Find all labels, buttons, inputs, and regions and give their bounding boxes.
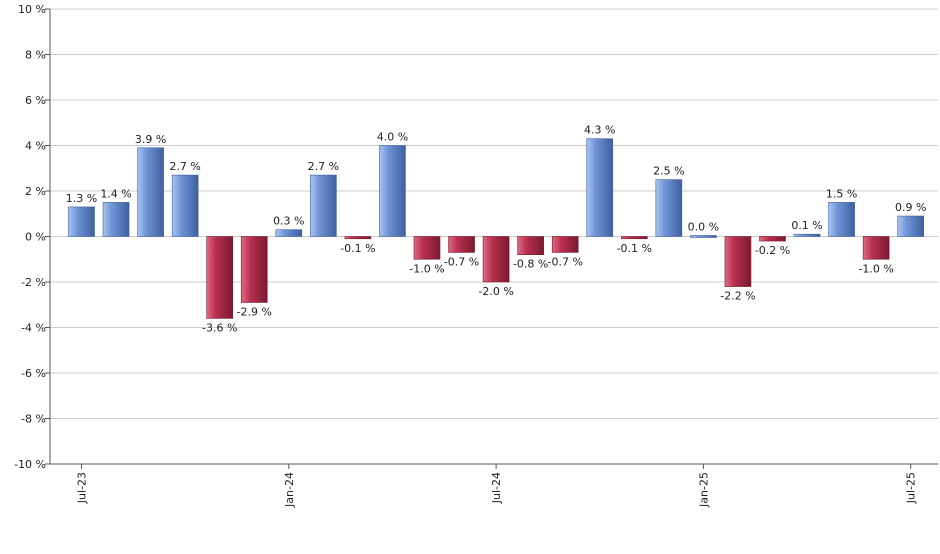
bar-value-label: -0.1 % xyxy=(617,242,652,255)
y-tick-label: 8 % xyxy=(25,49,46,62)
bar-value-label: 2.7 % xyxy=(308,160,339,173)
x-tick-label: Jul-23 xyxy=(76,472,89,504)
y-tick-label: 4 % xyxy=(25,140,46,153)
bar-value-label: 0.0 % xyxy=(688,221,719,234)
bar xyxy=(897,215,925,237)
bar-value-label: 3.9 % xyxy=(135,133,166,146)
bar-value-label: -0.7 % xyxy=(444,255,479,268)
y-tick-label: 10 % xyxy=(18,3,46,16)
bar xyxy=(171,174,199,237)
bar-value-label: 4.0 % xyxy=(377,131,408,144)
y-tick-label: 6 % xyxy=(25,94,46,107)
y-tick-label: -2 % xyxy=(21,276,46,289)
y-tick-label: -8 % xyxy=(21,413,46,426)
bar-value-label: 2.7 % xyxy=(169,160,200,173)
bar-value-label: 1.5 % xyxy=(826,187,857,200)
bar-value-label: 0.1 % xyxy=(791,219,822,232)
bar xyxy=(137,147,164,237)
bar-value-label: -0.7 % xyxy=(547,255,582,268)
axes xyxy=(49,9,938,469)
bar xyxy=(379,145,406,237)
bar xyxy=(102,202,130,237)
bar-value-label: -0.1 % xyxy=(340,242,375,255)
bar xyxy=(482,236,510,283)
bar xyxy=(586,138,614,237)
bar-value-label: -1.0 % xyxy=(409,262,444,275)
data-labels: 1.3 % 1.4 % 3.9 % 2.7 % -3.6 %-2.9 % 0.3 % 2.7… xyxy=(66,124,927,335)
bar xyxy=(68,206,95,237)
bar-value-label: -0.2 % xyxy=(755,244,790,257)
y-tick-label: 2 % xyxy=(25,185,46,198)
bar xyxy=(724,236,752,287)
bar-value-label: -2.9 % xyxy=(237,305,272,318)
bar xyxy=(413,236,441,260)
bar xyxy=(655,179,683,237)
bar-value-label: 2.5 % xyxy=(653,165,684,178)
x-tick-label: Jan-24 xyxy=(283,472,296,508)
bar xyxy=(240,236,268,303)
y-tick-label: 0 % xyxy=(25,231,46,244)
bar xyxy=(206,236,233,319)
bar xyxy=(690,235,717,238)
bar-series xyxy=(68,138,925,319)
bar xyxy=(448,236,475,253)
bar xyxy=(551,236,579,253)
bar-value-label: 1.4 % xyxy=(100,187,131,200)
bar xyxy=(862,236,890,260)
y-axis-tick-labels: 10 % 8 % 6 % 4 % 2 % 0 % -2 % -4 % -6 % -8 % -10 % xyxy=(14,3,46,471)
bar xyxy=(759,236,786,242)
bar-value-label: -2.2 % xyxy=(720,290,755,303)
x-axis-tick-labels: Jul-23 Jan-24 Jul-24 Jan-25 Jul-25 xyxy=(76,472,918,508)
bar xyxy=(275,229,303,237)
bar-value-label: 0.3 % xyxy=(273,215,304,228)
bar xyxy=(828,202,855,237)
x-tick-label: Jul-24 xyxy=(490,472,503,504)
bar-value-label: 1.3 % xyxy=(66,192,97,205)
bar-value-label: -2.0 % xyxy=(478,285,513,298)
x-tick-label: Jul-25 xyxy=(905,472,918,504)
y-tick-label: -6 % xyxy=(21,367,46,380)
bar-value-label: -3.6 % xyxy=(202,321,237,334)
bar-value-label: 0.9 % xyxy=(895,201,926,214)
bar xyxy=(517,236,544,256)
x-tick-label: Jan-25 xyxy=(697,472,710,508)
bar xyxy=(620,236,648,240)
y-tick-label: -10 % xyxy=(14,458,46,471)
bar xyxy=(310,174,337,237)
bar xyxy=(793,233,821,237)
bar-value-label: -1.0 % xyxy=(858,262,893,275)
bar-value-label: -0.8 % xyxy=(513,258,548,271)
y-tick-label: -4 % xyxy=(21,322,46,335)
bar xyxy=(344,236,372,240)
bar-value-label: 4.3 % xyxy=(584,124,615,137)
